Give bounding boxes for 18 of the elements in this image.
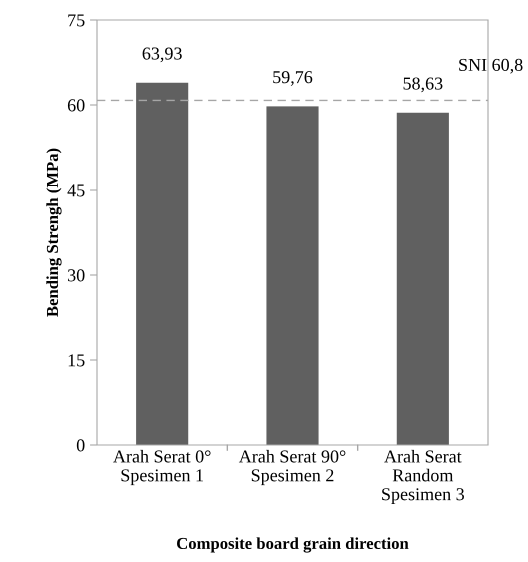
bar: [266, 106, 319, 445]
x-tick-label: Arah Serat 0° Spesimen 1: [113, 450, 211, 486]
y-tick-label: 30: [68, 269, 85, 282]
y-tick-label: 60: [68, 99, 85, 112]
ref-line-label: SNI 60,8: [459, 58, 523, 74]
y-tick-label: 0: [76, 439, 85, 452]
data-label: 63,93: [142, 47, 182, 62]
x-tick-label: Arah Serat Random Spesimen 3: [382, 450, 464, 504]
data-label: 59,76: [273, 71, 312, 86]
y-tick-label: 45: [67, 184, 84, 196]
y-axis-title: Bending Strengh (MPa): [46, 148, 62, 317]
bar: [396, 112, 449, 445]
x-axis-title: Composite board grain direction: [177, 537, 409, 553]
data-label: 58,63: [404, 77, 442, 92]
bar: [136, 82, 188, 445]
y-tick-label: 75: [68, 14, 84, 26]
x-tick-label: Arah Serat 90° Spesimen 2: [238, 450, 346, 486]
y-tick-label: 15: [68, 354, 84, 366]
